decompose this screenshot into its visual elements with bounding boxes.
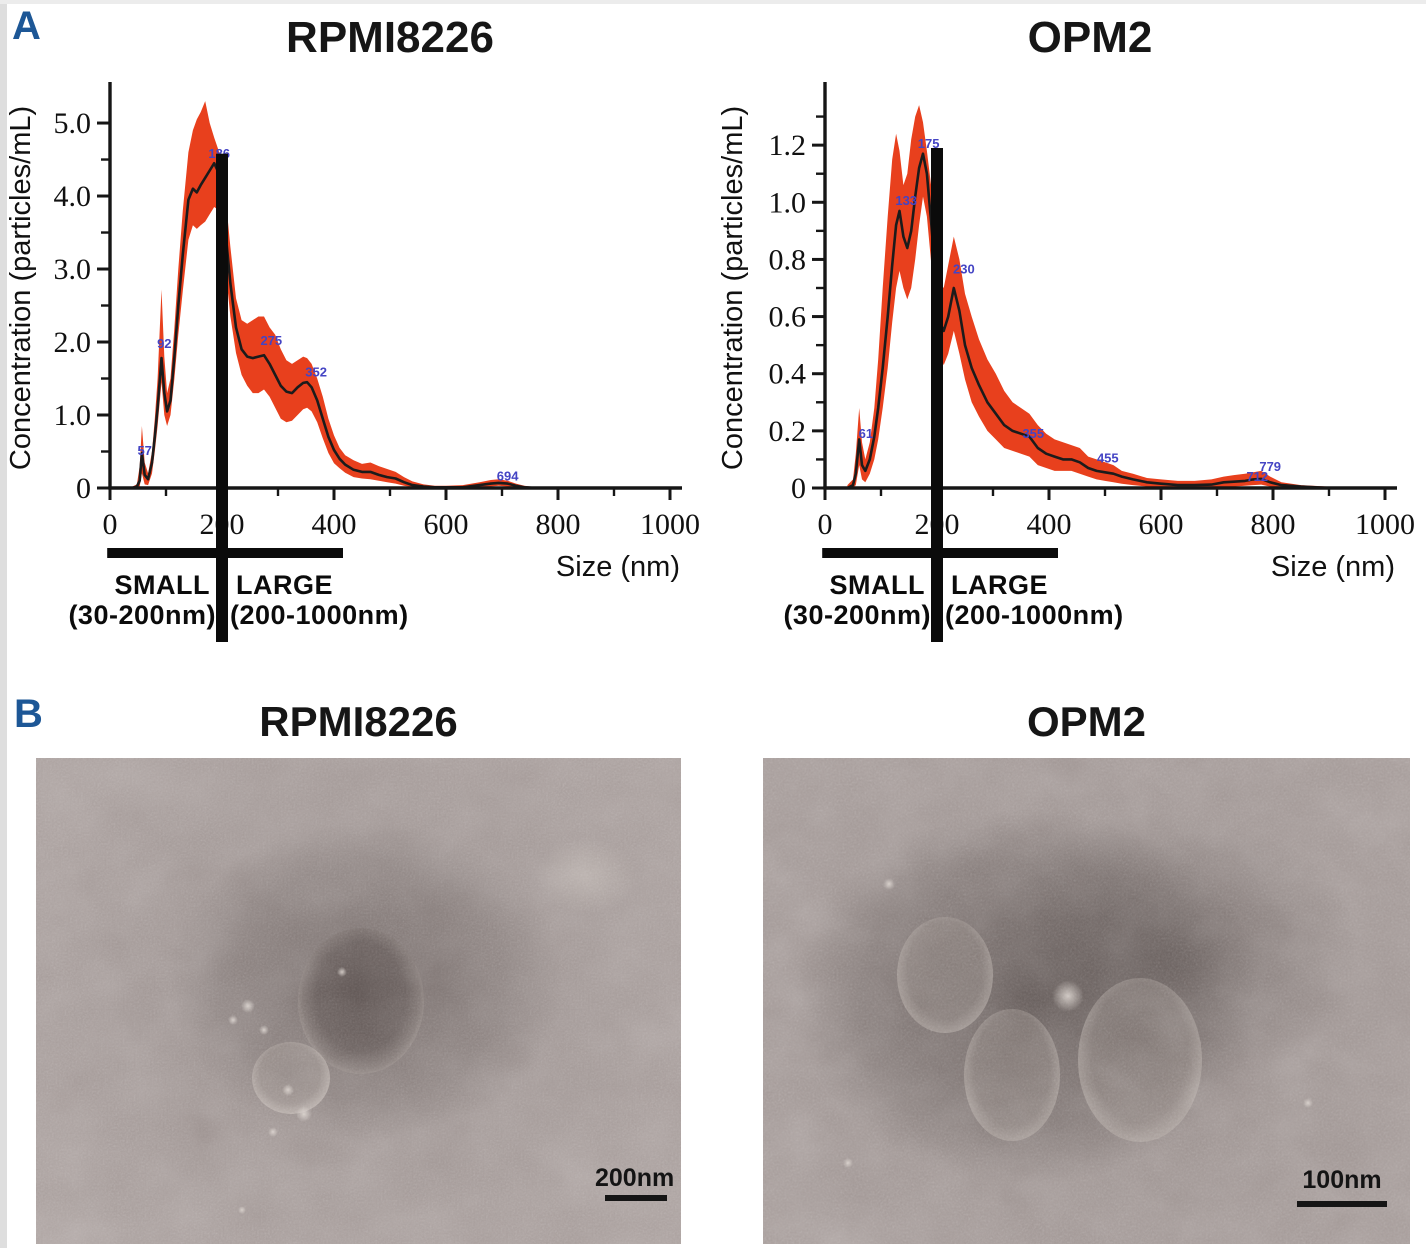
y-tick-label: 0 (791, 472, 806, 505)
x-tick-label: 400 (1027, 508, 1072, 541)
y-tick-label: 0.6 (769, 301, 807, 334)
small-class-label: SMALL (115, 570, 210, 600)
peak-size-label: 355 (1022, 426, 1044, 441)
page-edge-artifact-left (0, 0, 7, 1248)
size-cutoff-bar (931, 148, 943, 642)
small-class-label: SMALL (830, 570, 925, 600)
scale-bar-label: 200nm (595, 1164, 675, 1192)
y-tick-label: 0.8 (769, 243, 807, 276)
y-tick-label: 4.0 (54, 180, 92, 213)
em-noise-overlay (36, 758, 681, 1244)
y-tick-label: 1.0 (769, 186, 807, 219)
scale-bar (1297, 1201, 1387, 1207)
x-tick-label: 800 (1251, 508, 1296, 541)
y-tick-label: 0 (76, 472, 91, 505)
chart-title: OPM2 (1028, 13, 1153, 62)
page-edge-artifact-top (0, 0, 1426, 4)
panel-a-letter: A (12, 4, 41, 48)
small-class-range: (30-200nm) (68, 600, 216, 630)
y-tick-label: 0.2 (769, 415, 807, 448)
x-tick-label: 1000 (640, 508, 700, 541)
error-band (847, 105, 1385, 488)
nta-chart-opm2: 6113317523035545571277902004006008001000… (717, 13, 1415, 642)
scale-bar (605, 1195, 667, 1201)
panel-a: A 57921862753526940200400600800100001.02… (5, 4, 1415, 642)
large-class-range: (200-1000nm) (230, 600, 409, 630)
x-axis-label: Size (nm) (1271, 551, 1395, 583)
peak-size-label: 275 (260, 333, 282, 348)
large-class-label: LARGE (236, 570, 333, 600)
peak-size-label: 455 (1097, 450, 1119, 465)
peak-size-label: 61 (859, 426, 873, 441)
panel-b: B RPMI8226 OPM2 200nm (0, 660, 1426, 1248)
chart-title: RPMI8226 (286, 13, 494, 62)
x-tick-label: 600 (424, 508, 469, 541)
y-tick-label: 2.0 (54, 326, 92, 359)
x-tick-label: 800 (536, 508, 581, 541)
peak-size-label: 57 (137, 443, 151, 458)
x-tick-label: 0 (103, 508, 118, 541)
large-class-range: (200-1000nm) (945, 600, 1124, 630)
y-tick-label: 0.4 (769, 358, 807, 391)
large-class-label: LARGE (951, 570, 1048, 600)
size-class-bar (107, 548, 343, 558)
y-tick-label: 1.0 (54, 399, 92, 432)
em-title-opm2: OPM2 (1026, 698, 1147, 745)
peak-size-label: 133 (895, 193, 917, 208)
y-tick-label: 1.2 (769, 129, 807, 162)
peak-size-label: 712 (1246, 469, 1268, 484)
small-class-range: (30-200nm) (783, 600, 931, 630)
peak-size-label: 694 (497, 469, 519, 484)
scale-bar-label: 100nm (1302, 1166, 1382, 1194)
y-tick-label: 5.0 (54, 107, 92, 140)
peak-size-label: 779 (1259, 459, 1281, 474)
x-tick-label: 600 (1139, 508, 1184, 541)
y-tick-label: 3.0 (54, 253, 92, 286)
peak-size-label: 352 (305, 364, 327, 379)
y-axis-label: Concentration (particles/mL) (717, 106, 749, 470)
peak-size-label: 230 (953, 262, 975, 277)
error-band (132, 101, 670, 488)
em-micrograph-rpmi8226: 200nm (36, 758, 681, 1244)
panel-b-letter: B (14, 692, 43, 736)
x-tick-label: 400 (312, 508, 357, 541)
mean-curve (131, 161, 670, 490)
y-axis-label: Concentration (particles/mL) (5, 106, 37, 470)
em-title-rpmi8226: RPMI8226 (259, 698, 458, 745)
em-micrograph-opm2: 100nm (763, 758, 1410, 1244)
x-tick-label: 0 (818, 508, 833, 541)
x-axis-label: Size (nm) (556, 551, 680, 583)
mean-curve (846, 152, 1385, 490)
em-noise-overlay (763, 758, 1410, 1244)
x-tick-label: 1000 (1355, 508, 1415, 541)
peak-size-label: 175 (918, 136, 940, 151)
peak-size-label: 92 (157, 336, 171, 351)
nta-chart-rpmi8226: 57921862753526940200400600800100001.02.0… (5, 13, 700, 642)
size-class-bar (822, 548, 1058, 558)
size-cutoff-bar (216, 153, 228, 642)
